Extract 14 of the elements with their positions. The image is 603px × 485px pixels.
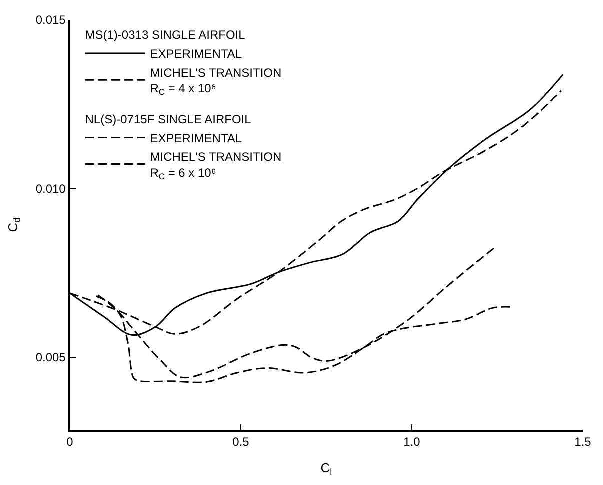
legend-label: MICHEL'S TRANSITION R$_{C}$ = 4 x 10⁶ xyxy=(150,66,282,98)
annotation: MS(1)-0313 SINGLE AIRFOIL xyxy=(85,28,246,42)
y-tick-label: 0.005 xyxy=(36,350,66,365)
y-tick-label: 0.015 xyxy=(36,13,66,28)
x-tick-label: 1.5 xyxy=(574,435,592,450)
x-tick-label: 0 xyxy=(66,435,74,450)
legend-label: EXPERIMENTAL xyxy=(150,47,242,62)
annotation: NL(S)-0715F SINGLE AIRFOIL xyxy=(85,112,252,126)
y-tick-label: 0.010 xyxy=(36,182,66,196)
legend-label: EXPERIMENTAL xyxy=(150,131,242,146)
legend-label: MICHEL'S TRANSITION R$_{C}$ = 6 x 10⁶ xyxy=(150,150,282,182)
x-tick-label: 1.0 xyxy=(404,435,421,450)
x-tick-label: 0.5 xyxy=(232,435,250,450)
x-axis-title: C$_{l}$ xyxy=(320,460,332,477)
